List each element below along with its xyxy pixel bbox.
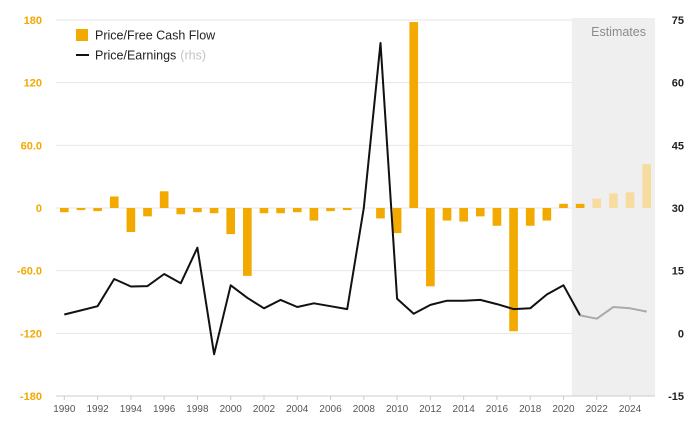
- pfcf-bar: [575, 203, 585, 208]
- legend-swatch-pfcf: [76, 29, 88, 41]
- pfcf-bar: [209, 208, 219, 214]
- right-axis-ticks: -15 0 15 30 45 60 75: [668, 15, 684, 403]
- pe-line-estimate: [579, 306, 647, 320]
- right-tick-label: 60: [672, 78, 684, 90]
- pfcf-bar: [642, 164, 652, 208]
- gridlines: [56, 19, 655, 334]
- legend-label-pe: Price/Earnings (rhs): [95, 49, 206, 63]
- pfcf-bar: [625, 192, 635, 208]
- x-tick-label: 1994: [120, 404, 143, 415]
- pfcf-bar: [59, 208, 69, 213]
- left-tick-label: -180: [20, 391, 42, 403]
- pfcf-bar: [276, 208, 285, 214]
- pfcf-bar: [243, 208, 252, 276]
- pfcf-bar: [475, 208, 485, 217]
- pfcf-bar: [76, 208, 86, 211]
- x-tick-label: 2018: [519, 404, 542, 415]
- right-tick-label: -15: [668, 391, 684, 403]
- x-tick-label: 2024: [619, 404, 642, 415]
- pfcf-bar: [509, 208, 518, 332]
- pfcf-bars: [59, 22, 652, 332]
- pfcf-bar: [259, 208, 269, 214]
- pfcf-bar: [292, 208, 302, 213]
- pe-line-actual: [64, 42, 581, 356]
- pfcf-bar: [392, 208, 402, 234]
- left-tick-label: 0: [36, 203, 42, 215]
- x-tick-label: 2002: [253, 404, 276, 415]
- x-tick-label: 2006: [319, 404, 342, 415]
- x-tick-label: 2010: [386, 404, 409, 415]
- pfcf-bar: [326, 208, 335, 212]
- left-tick-label: 60.0: [21, 140, 42, 152]
- pfcf-bar: [542, 208, 552, 221]
- left-tick-label: -120: [20, 328, 42, 340]
- x-tick-label: 2004: [286, 404, 309, 415]
- x-tick-label: 1990: [53, 404, 76, 415]
- left-tick-label: -60.0: [17, 266, 42, 278]
- right-tick-label: 0: [678, 328, 684, 340]
- pe-line: [64, 42, 647, 356]
- pfcf-bar: [309, 208, 319, 221]
- left-axis-ticks: -180 -120 -60.0 0 60.0 120 180: [17, 15, 42, 403]
- pfcf-bar: [193, 208, 202, 213]
- pfcf-bar: [609, 193, 618, 208]
- right-tick-label: 45: [672, 140, 684, 152]
- right-tick-label: 30: [672, 203, 684, 215]
- pfcf-bar: [409, 22, 419, 209]
- pfcf-bar: [442, 208, 452, 221]
- pfcf-bar: [592, 198, 602, 208]
- pfcf-bar: [159, 191, 169, 208]
- x-tick-label: 1998: [186, 404, 209, 415]
- x-tick-label: 2016: [486, 404, 509, 415]
- x-tick-label: 2014: [453, 404, 476, 415]
- pfcf-bar: [559, 203, 568, 208]
- x-axis-ticks: 1990 1992 1994 1996 1998 2000 2002 2004 2006 2008…: [53, 396, 642, 415]
- legend: Price/Free Cash Flow Price/Earnings (rhs): [76, 29, 216, 63]
- legend-label-pe-suffix: (rhs): [180, 49, 206, 63]
- pfcf-bar: [426, 208, 435, 287]
- pfcf-bar: [525, 208, 535, 226]
- right-tick-label: 75: [672, 15, 684, 27]
- estimates-label: Estimates: [591, 25, 646, 39]
- pfcf-bar: [342, 208, 352, 211]
- pfcf-bar: [143, 208, 152, 217]
- pfcf-bar: [492, 208, 502, 226]
- legend-label-pe-main: Price/Earnings: [95, 49, 176, 63]
- x-tick-label: 2012: [419, 404, 442, 415]
- pfcf-bar: [93, 208, 102, 212]
- pfcf-bar: [126, 208, 136, 233]
- x-tick-label: 2020: [552, 404, 575, 415]
- pfcf-bar: [226, 208, 236, 235]
- x-tick-label: 2008: [353, 404, 376, 415]
- left-tick-label: 180: [24, 15, 42, 27]
- pfcf-bar: [376, 208, 385, 219]
- pfcf-bar: [176, 208, 186, 215]
- left-tick-label: 120: [24, 78, 42, 90]
- x-tick-label: 2000: [220, 404, 243, 415]
- pfcf-bar: [109, 196, 119, 208]
- x-tick-label: 1996: [153, 404, 176, 415]
- pfcf-bar: [459, 208, 468, 222]
- right-tick-label: 15: [672, 266, 684, 278]
- x-tick-label: 1992: [86, 404, 109, 415]
- legend-label-pfcf: Price/Free Cash Flow: [95, 29, 216, 43]
- x-tick-label: 2022: [586, 404, 609, 415]
